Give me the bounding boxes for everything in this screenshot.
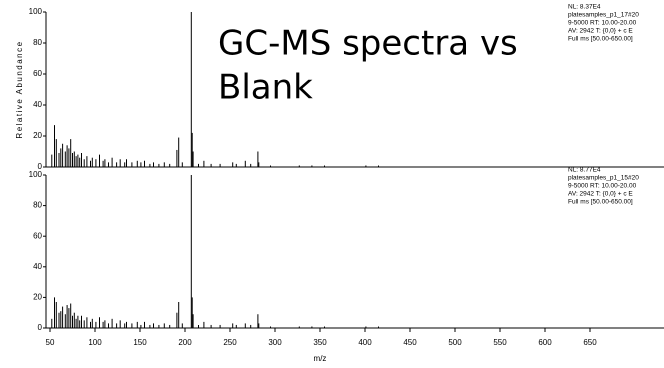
y-tick-label: 100 (29, 7, 43, 16)
spectrum-info: platesamples_p1_17#20 (568, 12, 639, 19)
y-tick-label: 0 (38, 162, 43, 171)
y-tick-label: 40 (33, 262, 42, 271)
x-tick-label: 200 (178, 338, 192, 347)
spectrum-info: AV: 2942 T: {0,0} + c E (568, 191, 633, 198)
overlay-title: Blank (218, 68, 313, 108)
x-tick-label: 350 (313, 338, 327, 347)
x-tick-label: 250 (223, 338, 237, 347)
x-tick-label: 650 (583, 338, 597, 347)
spectrum-info: 9-5000 RT: 10.00-20.00 (568, 183, 637, 190)
y-tick-label: 60 (33, 231, 42, 240)
y-tick-label: 100 (29, 170, 43, 179)
x-tick-label: 500 (448, 338, 462, 347)
spectrum-info: Full ms [50.00-650.00] (568, 36, 633, 43)
spectrum-info: 9-5000 RT: 10.00-20.00 (568, 20, 637, 27)
x-axis-label: m/z (314, 354, 327, 363)
y-axis-label: Relative Abundance (15, 40, 24, 138)
x-tick-label: 400 (358, 338, 372, 347)
y-tick-label: 80 (33, 38, 42, 47)
x-tick-label: 150 (133, 338, 147, 347)
spectrum-info: NL: 8.37E4 (568, 4, 601, 11)
y-tick-label: 0 (38, 323, 43, 332)
spectrum-info: Full ms [50.00-650.00] (568, 199, 633, 206)
y-tick-label: 40 (33, 100, 42, 109)
x-tick-label: 100 (88, 338, 102, 347)
spectrum-info: NL: 8.77E4 (568, 167, 601, 174)
y-tick-label: 80 (33, 201, 42, 210)
x-tick-label: 450 (403, 338, 417, 347)
x-tick-label: 300 (268, 338, 282, 347)
x-tick-label: 600 (538, 338, 552, 347)
spectrum-info: AV: 2942 T: {0,0} + c E (568, 28, 633, 35)
y-tick-label: 20 (33, 293, 42, 302)
y-tick-label: 60 (33, 69, 42, 78)
overlay-title: GC-MS spectra vs (218, 24, 518, 64)
spectrum-info: platesamples_p1_15#20 (568, 175, 639, 182)
x-tick-label: 550 (493, 338, 507, 347)
y-tick-label: 20 (33, 131, 42, 140)
x-tick-label: 50 (46, 338, 55, 347)
